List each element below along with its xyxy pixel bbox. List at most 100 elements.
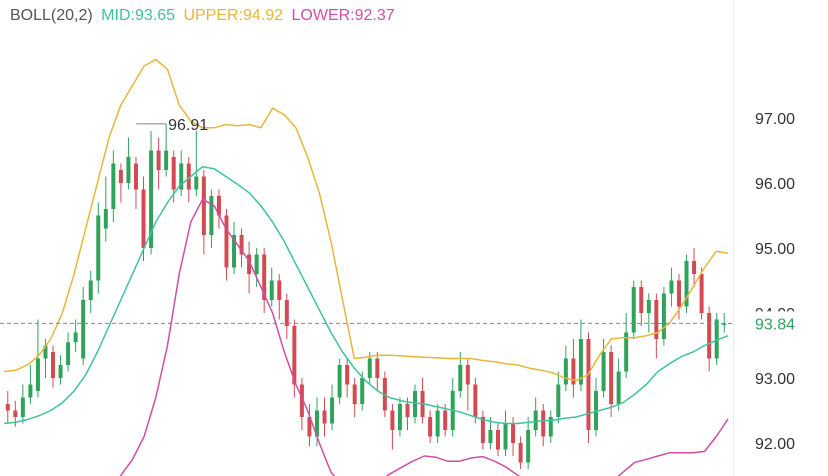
candle-33 (254, 248, 259, 287)
candle-94 (714, 313, 719, 365)
candle-25 (194, 131, 199, 196)
candle-body (616, 371, 621, 404)
candle-body (669, 280, 674, 294)
candle-56 (428, 410, 433, 443)
candle-body (141, 189, 146, 248)
candle-6 (51, 345, 56, 388)
candle-body (269, 280, 274, 300)
candle-body (639, 287, 644, 313)
candle-72 (548, 410, 553, 443)
candle-85 (646, 293, 651, 333)
legend-upper: UPPER:94.92 (183, 7, 284, 24)
candle-93 (707, 306, 712, 372)
candle-77 (586, 332, 591, 443)
candle-body (43, 345, 48, 359)
candle-body (676, 280, 681, 307)
candle-65 (495, 423, 500, 456)
candle-90 (684, 254, 689, 313)
price-tick-4: 93.00 (755, 371, 795, 388)
axis-divider (733, 0, 734, 476)
candle-17 (133, 157, 138, 209)
candle-body (254, 254, 259, 274)
price-tick-1: 96.00 (755, 176, 795, 193)
legend-mid: MID:93.65 (101, 7, 175, 24)
candle-body (209, 196, 214, 235)
candle-body (360, 378, 365, 404)
candle-82 (624, 313, 629, 378)
candle-body (526, 430, 531, 463)
candle-42 (322, 397, 327, 437)
candle-38 (292, 319, 297, 398)
candle-9 (73, 319, 78, 352)
candle-body (631, 287, 636, 333)
candle-body (722, 323, 727, 325)
candle-36 (277, 274, 282, 320)
candle-body (609, 352, 614, 404)
candle-body (292, 326, 297, 385)
candle-body (20, 397, 25, 417)
candle-78 (594, 378, 599, 437)
candle-71 (541, 404, 546, 447)
candle-body (707, 313, 712, 359)
candle-body (58, 365, 63, 378)
candle-7 (58, 355, 63, 385)
candle-37 (284, 293, 289, 339)
candle-body (397, 404, 402, 430)
candle-15 (118, 163, 123, 203)
candles (5, 123, 727, 469)
indicator-legend: BOLL(20,2) MID:93.65 UPPER:94.92 LOWER:9… (10, 7, 399, 25)
candle-body (284, 300, 289, 326)
candle-35 (269, 267, 274, 307)
candle-body (179, 163, 184, 190)
candle-body (571, 358, 576, 385)
legend-lower: LOWER:92.37 (291, 7, 395, 24)
current-price-label-bg (736, 311, 826, 336)
candle-body (503, 423, 508, 450)
candle-body (164, 150, 169, 170)
candle-body (345, 365, 350, 385)
candle-body (224, 215, 229, 268)
candle-body (171, 157, 176, 190)
band-upper (3, 58, 729, 382)
candle-body (594, 391, 599, 430)
candle-body (473, 384, 478, 417)
candle-92 (699, 267, 704, 320)
candle-body (111, 163, 116, 209)
candle-body (518, 443, 523, 463)
candle-10 (81, 287, 86, 365)
candle-13 (103, 176, 108, 242)
candle-body (51, 352, 56, 378)
candle-body (66, 342, 71, 365)
candle-body (126, 157, 131, 183)
candle-body (156, 150, 161, 170)
candle-27 (209, 189, 214, 248)
candle-74 (563, 345, 568, 391)
candle-51 (390, 404, 395, 450)
candle-body (262, 254, 267, 300)
candle-body (480, 417, 485, 443)
candle-31 (239, 228, 244, 268)
candle-body (692, 261, 697, 274)
candle-3 (28, 365, 33, 404)
candle-24 (186, 157, 191, 203)
candle-46 (352, 378, 357, 417)
candle-body (322, 410, 327, 424)
candle-body (73, 332, 78, 343)
candle-body (330, 397, 335, 424)
candle-body (307, 417, 312, 437)
candle-body (232, 235, 237, 268)
candle-body (563, 358, 568, 385)
candle-body (375, 358, 380, 378)
candle-body (149, 150, 154, 248)
candle-58 (443, 404, 448, 437)
candle-body (465, 365, 470, 385)
candle-11 (88, 270, 93, 313)
candle-body (337, 365, 342, 398)
candle-body (578, 339, 583, 385)
candle-18 (141, 176, 146, 261)
candle-body (277, 280, 282, 300)
price-tick-0: 97.00 (755, 111, 795, 128)
band-lower (119, 198, 729, 476)
candle-body (488, 430, 493, 443)
